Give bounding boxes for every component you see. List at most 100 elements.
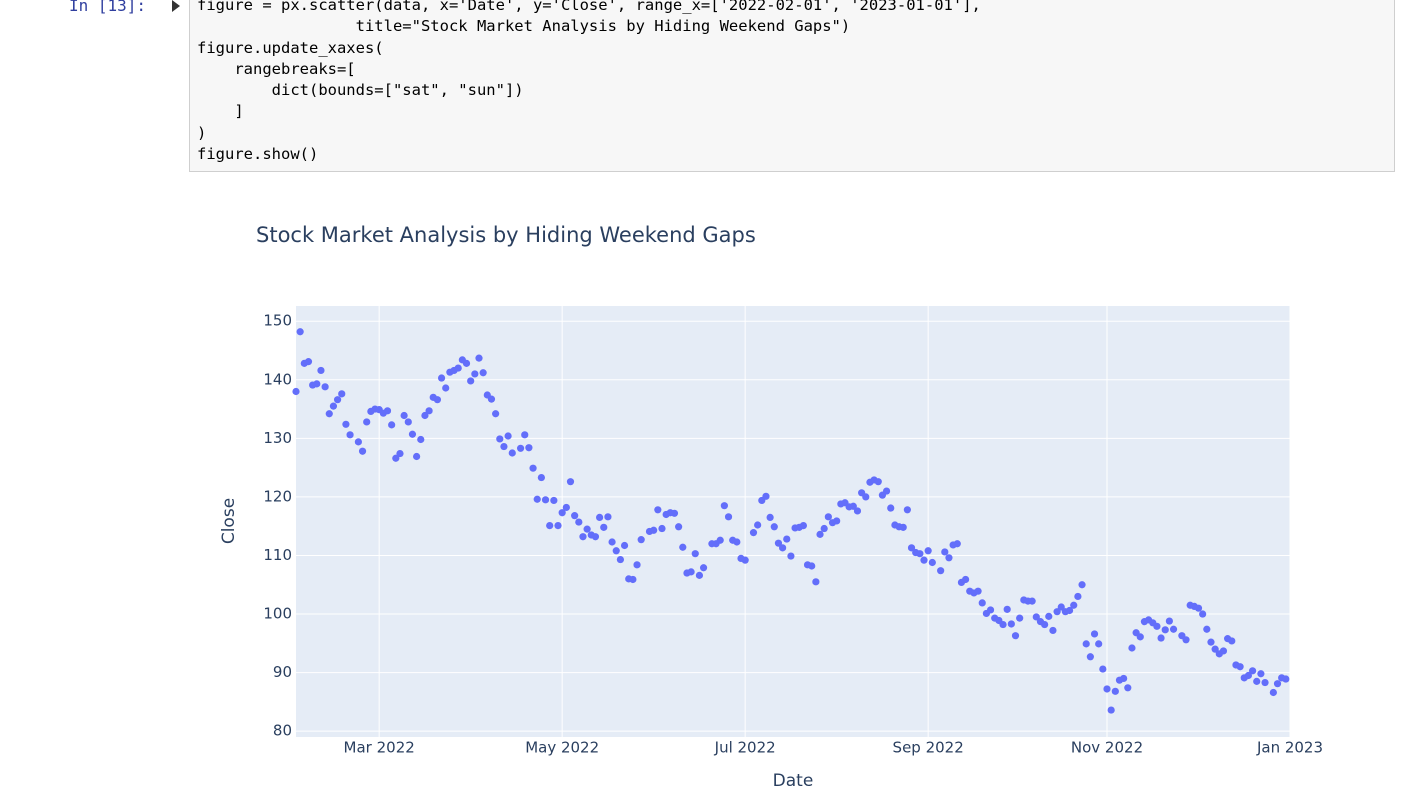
code-block: figure = px.scatter(data, x='Date', y='C…	[197, 0, 981, 165]
x-tick-label: Mar 2022	[344, 739, 415, 757]
data-point	[467, 377, 475, 385]
data-point	[608, 538, 616, 546]
data-point	[770, 523, 778, 531]
code-line: figure = px.scatter(data, x='Date', y='C…	[197, 0, 981, 14]
data-point	[633, 561, 641, 569]
data-point	[1086, 653, 1094, 661]
data-point	[521, 431, 529, 439]
data-point	[724, 513, 733, 521]
data-point	[1207, 638, 1215, 646]
data-point	[571, 512, 579, 520]
data-point	[974, 587, 982, 595]
data-point	[853, 507, 862, 515]
data-point	[408, 430, 417, 438]
data-point	[579, 533, 587, 541]
data-point	[862, 493, 870, 501]
data-point	[575, 518, 583, 526]
data-point	[329, 402, 338, 410]
data-point	[425, 407, 433, 415]
data-point	[1032, 613, 1040, 621]
code-line: figure.update_xaxes(	[197, 38, 384, 57]
x-tick-label: Sep 2022	[893, 739, 964, 757]
data-point	[1049, 626, 1057, 635]
data-point	[1070, 601, 1078, 609]
data-point	[400, 411, 408, 420]
data-point	[882, 487, 891, 495]
data-point	[475, 354, 483, 362]
data-point	[833, 517, 841, 525]
x-tick-label: Nov 2022	[1071, 739, 1143, 757]
code-line: title="Stock Market Analysis by Hiding W…	[197, 17, 851, 36]
data-point	[1028, 597, 1036, 605]
data-point	[554, 521, 562, 530]
data-point	[1103, 685, 1111, 693]
data-point	[941, 548, 949, 556]
data-point	[1236, 663, 1244, 671]
data-point	[720, 502, 728, 510]
data-point	[313, 380, 321, 388]
data-point	[500, 442, 508, 451]
data-point	[404, 418, 412, 426]
data-point	[558, 509, 566, 517]
data-point	[612, 547, 620, 555]
y-tick-label: 100	[263, 605, 292, 623]
data-point	[479, 369, 487, 377]
data-point	[388, 421, 396, 429]
data-point	[442, 384, 450, 392]
data-point	[1111, 687, 1119, 695]
x-tick-label: Jan 2023	[1256, 739, 1323, 757]
data-point	[691, 550, 699, 558]
data-point	[346, 431, 354, 439]
run-button[interactable]	[172, 0, 180, 12]
code-line: dict(bounds=["sat", "sun"])	[197, 81, 524, 100]
data-point	[1095, 640, 1103, 648]
data-point	[338, 390, 346, 398]
data-point	[533, 495, 541, 503]
data-point	[437, 374, 446, 382]
data-point	[604, 513, 612, 521]
data-point	[899, 523, 907, 531]
data-point	[591, 533, 600, 541]
data-point	[749, 529, 758, 537]
data-point	[413, 452, 421, 461]
chart-title: Stock Market Analysis by Hiding Weekend …	[256, 223, 756, 247]
data-point	[296, 328, 304, 336]
data-point	[928, 558, 936, 567]
code-line: ]	[197, 102, 244, 121]
data-point	[317, 366, 325, 375]
code-cell[interactable]: figure = px.scatter(data, x='Date', y='C…	[189, 0, 1395, 172]
x-axis-label: Date	[773, 771, 814, 791]
data-point	[421, 411, 429, 420]
data-point	[358, 447, 367, 455]
y-tick-label: 130	[263, 429, 292, 447]
data-point	[1269, 688, 1277, 697]
data-point	[1228, 637, 1236, 645]
data-point	[516, 444, 525, 452]
data-point	[508, 449, 516, 457]
data-point	[321, 383, 329, 391]
data-point	[616, 555, 625, 564]
y-tick-label: 80	[273, 722, 292, 740]
data-point	[1082, 640, 1090, 648]
data-point	[333, 396, 342, 404]
data-point	[695, 571, 704, 579]
data-point	[462, 359, 471, 367]
data-point	[783, 535, 791, 543]
data-point	[1136, 633, 1144, 641]
y-tick-label: 120	[263, 487, 292, 505]
data-point	[1153, 622, 1161, 630]
data-point	[1244, 671, 1253, 680]
data-point	[1007, 620, 1015, 628]
data-point	[492, 410, 500, 418]
data-point	[496, 435, 504, 443]
y-tick-label: 150	[263, 312, 292, 330]
data-point	[1165, 617, 1173, 625]
x-tick-label: Jul 2022	[714, 739, 776, 757]
data-point	[363, 418, 371, 426]
data-point	[903, 506, 911, 514]
data-point	[978, 599, 986, 607]
y-tick-label: 110	[263, 546, 292, 564]
data-point	[849, 502, 857, 510]
data-point	[471, 370, 479, 378]
data-point	[342, 420, 350, 428]
